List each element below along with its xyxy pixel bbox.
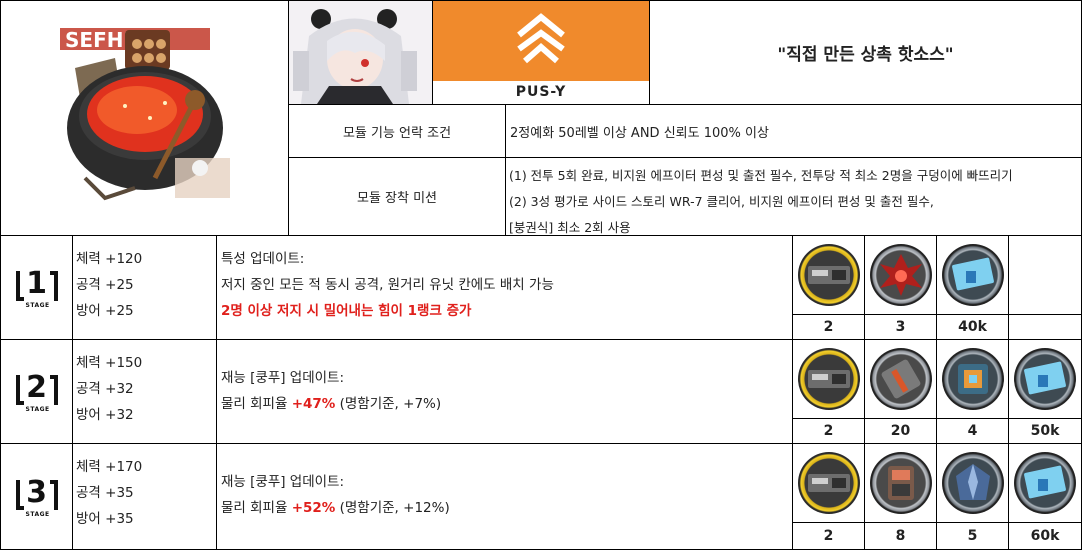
desc-line: 물리 회피율 +52% (명함기준, +12%) [221,500,450,516]
lmd-ticket-icon [1014,348,1076,410]
hot-sauce-pot-icon: SEFHR [59,28,230,201]
mission-line: (2) 3성 평가로 사이드 스토리 WR-7 클리어, 비지원 에프이터 편성… [509,194,934,209]
module-title: "직접 만든 상촉 핫소스" [649,0,1082,105]
material-count: 60k [1008,522,1082,550]
chevron-rank-icon [517,13,565,64]
material-count: 2 [792,418,865,444]
stage-2-description: 재능 [쿵푸] 업데이트: 물리 회피율 +47% (명함기준, +7%) [216,339,793,444]
unlock-condition-value: 2정예화 50레벨 이상 AND 신뢰도 100% 이상 [505,104,1082,158]
data-supplement-icon [797,452,860,514]
material-count: 20 [864,418,937,444]
material-count: 8 [864,522,937,550]
unlock-condition-label: 모듈 기능 언락 조건 [288,104,506,158]
module-badge-emblem [433,1,649,81]
mission-line: [붕권식] 최소 2회 사용 [509,220,631,235]
stage-badge-icon: 3 STAGE [14,474,60,520]
stage-3-description: 재능 [쿵푸] 업데이트: 물리 회피율 +52% (명함기준, +12%) [216,443,793,550]
stat-hp: 체력 +150 [76,355,143,371]
material-count: 2 [792,314,865,340]
circuit-block-icon [941,348,1004,410]
stage-1-marker: 1 STAGE [0,235,73,340]
blue-crystal-icon [941,452,1004,514]
copper-device-icon [869,452,932,514]
material-count: 4 [936,418,1009,444]
lmd-ticket-icon [1014,452,1076,514]
material-slot [936,235,1009,315]
mission-line: (1) 전투 5회 완료, 비지원 에프이터 편성 및 출전 필수, 전투당 적… [509,168,1013,183]
stage-2-marker: 2 STAGE [0,339,73,444]
stage-3-stats: 체력 +170 공격 +35 방어 +35 [72,443,217,550]
stat-atk: 공격 +25 [76,277,134,293]
stat-atk: 공격 +32 [76,381,134,397]
desc-line: 저지 중인 모든 적 동시 공격, 원거리 유닛 칸에도 배치 가능 [221,277,554,293]
stage-badge-icon: 1 STAGE [14,265,60,311]
material-slot-empty [1008,235,1082,315]
desc-highlight: 2명 이상 저지 시 밀어내는 힘이 1랭크 증가 [221,303,472,319]
material-slot [1008,443,1082,523]
material-count: 3 [864,314,937,340]
material-count: 5 [936,522,1009,550]
desc-title: 특성 업데이트: [221,251,305,267]
mission-label: 모듈 장착 미션 [288,157,506,236]
desc-bonus: +47% [291,396,336,412]
material-slot [864,235,937,315]
material-slot [864,339,937,419]
material-slot [792,339,865,419]
material-count: 2 [792,522,865,550]
stat-hp: 체력 +120 [76,251,143,267]
desc-line: 물리 회피율 +47% (명함기준, +7%) [221,396,442,412]
material-count-empty [1008,314,1082,340]
stage-1-stats: 체력 +120 공격 +25 방어 +25 [72,235,217,340]
lmd-ticket-icon [941,244,1004,306]
desc-title: 재능 [쿵푸] 업데이트: [221,474,345,490]
stage-1-description: 특성 업데이트: 저지 중인 모든 적 동시 공격, 원거리 유닛 칸에도 배치… [216,235,793,340]
material-slot [864,443,937,523]
material-count: 50k [1008,418,1082,444]
material-slot [1008,339,1082,419]
module-code: PUS-Y [515,84,567,100]
module-illustration: SEFHR [0,0,289,236]
stat-def: 방어 +35 [76,511,134,527]
desc-title: 재능 [쿵푸] 업데이트: [221,370,345,386]
data-supplement-icon [797,244,860,306]
operator-portrait [288,0,433,105]
red-crystal-icon [869,244,932,306]
material-slot [936,443,1009,523]
operator-avatar-icon [289,1,432,104]
material-slot [936,339,1009,419]
stage-2-stats: 체력 +150 공격 +32 방어 +32 [72,339,217,444]
stat-atk: 공격 +35 [76,485,134,501]
stage-3-marker: 3 STAGE [0,443,73,550]
material-slot [792,235,865,315]
module-badge: PUS-Y [432,0,650,105]
metal-plate-icon [869,348,932,410]
stat-def: 방어 +25 [76,303,134,319]
stat-def: 방어 +32 [76,407,134,423]
desc-bonus: +52% [291,500,336,516]
material-slot [792,443,865,523]
mission-value: (1) 전투 5회 완료, 비지원 에프이터 편성 및 출전 필수, 전투당 적… [505,157,1082,236]
stage-badge-icon: 2 STAGE [14,369,60,415]
material-count: 40k [936,314,1009,340]
stat-hp: 체력 +170 [76,459,143,475]
data-supplement-icon [797,348,860,410]
